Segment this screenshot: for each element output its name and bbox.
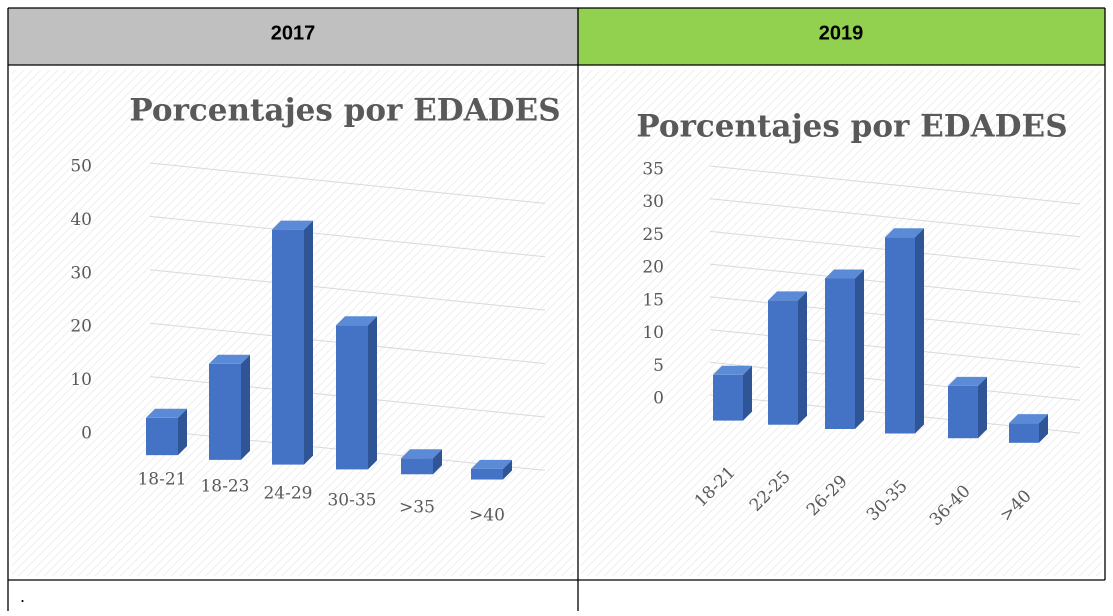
y-tick-label: 35 [642,160,664,180]
bar-front [401,458,433,475]
bar-front [209,363,241,460]
bar-front [768,300,798,425]
bar-side [798,291,807,425]
bar-top [825,269,864,279]
bar-top [209,354,250,364]
bar-top [1009,414,1048,424]
bar-front [948,385,978,439]
table-borders [7,7,1106,611]
x-tick-label: >40 [469,505,505,525]
grid-line [709,165,1081,205]
y-tick-label: 5 [653,356,664,376]
header-cell [578,8,1105,65]
grid-line [149,162,546,204]
bar-side [978,376,987,439]
bar-front [146,417,178,456]
bar-side [855,269,864,429]
bar [336,316,377,470]
bar-top [336,316,377,326]
bar-top [272,220,313,230]
bar-side [915,228,924,434]
bar [471,459,512,480]
bar-top [146,408,187,418]
y-tick-label: 30 [642,192,664,212]
y-tick-label: 25 [642,225,664,245]
y-tick-label: 10 [70,370,92,390]
header-text: 2019 [819,22,864,44]
bar [713,365,752,421]
header-cell [8,8,578,65]
y-tick-label: 20 [70,317,92,337]
chart-title: Porcentajes por EDADES [129,93,560,129]
bar-side [304,220,313,465]
bar-top [471,459,512,469]
bar [948,376,987,439]
bar-top [768,291,807,301]
bar-side [178,408,187,456]
x-tick-label: 24-29 [263,483,312,503]
header-text: 2017 [271,22,316,44]
y-tick-label: 50 [70,157,92,177]
y-tick-label: 40 [70,210,92,230]
bar-front [272,229,304,465]
y-tick-label: 10 [642,323,664,343]
bar [825,269,864,429]
x-tick-label: 18-23 [200,476,249,496]
bar [272,220,313,465]
bar-top [885,228,924,238]
chart-title: Porcentajes por EDADES [636,109,1067,145]
grid-line [149,215,546,258]
bar-top [401,449,442,459]
y-tick-label: 15 [642,290,664,310]
bar-top [713,365,752,375]
y-tick-label: 30 [70,263,92,283]
grid-line [149,269,546,311]
bar-top [948,376,987,386]
x-tick-label: 18-21 [137,470,186,490]
bar-front [1009,423,1039,443]
bar-front [471,468,503,480]
grid-line [709,198,1081,238]
bar-side [503,459,512,480]
bar-front [825,278,855,429]
bar [885,228,924,434]
y-tick-label: 0 [653,389,664,409]
bar-front [713,374,743,421]
footer-text: . [20,586,25,606]
bar-side [1039,414,1048,443]
bar [209,354,250,460]
bar-side [368,316,377,470]
bar-side [433,449,442,475]
x-tick-label: >35 [399,498,435,518]
bar-front [885,237,915,434]
bar [401,449,442,475]
bar [146,408,187,456]
bar-side [241,354,250,460]
y-tick-label: 20 [642,258,664,278]
y-tick-label: 0 [81,424,92,444]
x-tick-label: 30-35 [327,490,376,510]
bar [768,291,807,425]
bar-side [743,365,752,421]
bar [1009,414,1048,443]
bar-front [336,325,368,470]
